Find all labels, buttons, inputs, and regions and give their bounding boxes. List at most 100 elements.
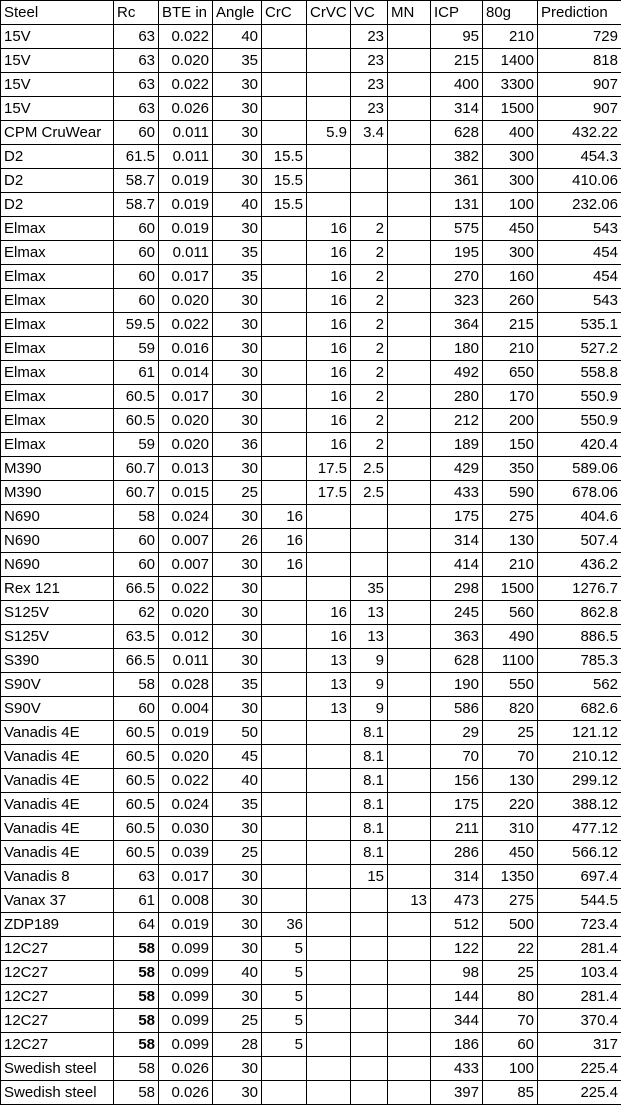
cell-steel[interactable]: Swedish steel bbox=[0, 1080, 114, 1105]
cell-angle[interactable]: 35 bbox=[212, 240, 262, 265]
cell-icp[interactable]: 215 bbox=[430, 48, 483, 73]
cell-vc[interactable] bbox=[350, 1080, 388, 1105]
cell-rc[interactable]: 61 bbox=[113, 360, 159, 385]
cell-bte-in[interactable]: 0.026 bbox=[158, 96, 213, 121]
cell-angle[interactable]: 35 bbox=[212, 264, 262, 289]
cell-angle[interactable]: 36 bbox=[212, 432, 262, 457]
cell-vc[interactable]: 2 bbox=[350, 312, 388, 337]
cell-prediction[interactable]: 907 bbox=[537, 72, 621, 97]
cell-prediction[interactable]: 527.2 bbox=[537, 336, 621, 361]
cell-crvc[interactable] bbox=[306, 528, 351, 553]
cell-icp[interactable]: 628 bbox=[430, 120, 483, 145]
cell-prediction[interactable]: 410.06 bbox=[537, 168, 621, 193]
cell-rc[interactable]: 59 bbox=[113, 336, 159, 361]
cell-crc[interactable] bbox=[261, 624, 307, 649]
cell-bte-in[interactable]: 0.019 bbox=[158, 216, 213, 241]
cell-crvc[interactable]: 13 bbox=[306, 696, 351, 721]
cell-angle[interactable]: 30 bbox=[212, 648, 262, 673]
cell-crc[interactable] bbox=[261, 96, 307, 121]
cell-icp[interactable]: 492 bbox=[430, 360, 483, 385]
cell-80g[interactable]: 1350 bbox=[482, 864, 538, 889]
cell-bte-in[interactable]: 0.030 bbox=[158, 816, 213, 841]
cell-crvc[interactable]: 16 bbox=[306, 432, 351, 457]
cell-bte-in[interactable]: 0.026 bbox=[158, 1056, 213, 1081]
cell-vc[interactable]: 2 bbox=[350, 264, 388, 289]
cell-steel[interactable]: Elmax bbox=[0, 288, 114, 313]
cell-prediction[interactable]: 432.22 bbox=[537, 120, 621, 145]
cell-prediction[interactable]: 210.12 bbox=[537, 744, 621, 769]
cell-crvc[interactable] bbox=[306, 48, 351, 73]
cell-crc[interactable] bbox=[261, 456, 307, 481]
cell-angle[interactable]: 30 bbox=[212, 96, 262, 121]
cell-steel[interactable]: Vanadis 4E bbox=[0, 744, 114, 769]
cell-80g[interactable]: 500 bbox=[482, 912, 538, 937]
cell-crc[interactable] bbox=[261, 744, 307, 769]
cell-rc[interactable]: 63 bbox=[113, 72, 159, 97]
cell-80g[interactable]: 1500 bbox=[482, 576, 538, 601]
cell-vc[interactable]: 2 bbox=[350, 360, 388, 385]
cell-crvc[interactable] bbox=[306, 984, 351, 1009]
cell-vc[interactable]: 8.1 bbox=[350, 720, 388, 745]
cell-vc[interactable]: 8.1 bbox=[350, 744, 388, 769]
cell-mn[interactable] bbox=[387, 48, 431, 73]
cell-bte-in[interactable]: 0.099 bbox=[158, 1032, 213, 1057]
cell-steel[interactable]: Vanadis 4E bbox=[0, 816, 114, 841]
cell-prediction[interactable]: 281.4 bbox=[537, 936, 621, 961]
cell-icp[interactable]: 131 bbox=[430, 192, 483, 217]
cell-angle[interactable]: 40 bbox=[212, 24, 262, 49]
cell-icp[interactable]: 286 bbox=[430, 840, 483, 865]
cell-rc[interactable]: 63 bbox=[113, 24, 159, 49]
cell-rc[interactable]: 58 bbox=[113, 1056, 159, 1081]
cell-bte-in[interactable]: 0.011 bbox=[158, 240, 213, 265]
cell-steel[interactable]: Elmax bbox=[0, 240, 114, 265]
cell-steel[interactable]: ZDP189 bbox=[0, 912, 114, 937]
cell-icp[interactable]: 195 bbox=[430, 240, 483, 265]
cell-rc[interactable]: 60 bbox=[113, 216, 159, 241]
cell-icp[interactable]: 429 bbox=[430, 456, 483, 481]
cell-angle[interactable]: 40 bbox=[212, 768, 262, 793]
cell-steel[interactable]: Vanadis 4E bbox=[0, 840, 114, 865]
cell-rc[interactable]: 60 bbox=[113, 120, 159, 145]
cell-crvc[interactable] bbox=[306, 960, 351, 985]
cell-80g[interactable]: 130 bbox=[482, 528, 538, 553]
cell-bte-in[interactable]: 0.017 bbox=[158, 384, 213, 409]
cell-80g[interactable]: 590 bbox=[482, 480, 538, 505]
cell-crc[interactable] bbox=[261, 432, 307, 457]
cell-icp[interactable]: 628 bbox=[430, 648, 483, 673]
cell-bte-in[interactable]: 0.017 bbox=[158, 264, 213, 289]
cell-crvc[interactable] bbox=[306, 864, 351, 889]
cell-icp[interactable]: 364 bbox=[430, 312, 483, 337]
cell-bte-in[interactable]: 0.099 bbox=[158, 960, 213, 985]
cell-steel[interactable]: 12C27 bbox=[0, 1008, 114, 1033]
cell-mn[interactable] bbox=[387, 624, 431, 649]
cell-prediction[interactable]: 697.4 bbox=[537, 864, 621, 889]
cell-crvc[interactable] bbox=[306, 24, 351, 49]
cell-bte-in[interactable]: 0.026 bbox=[158, 1080, 213, 1105]
cell-bte-in[interactable]: 0.014 bbox=[158, 360, 213, 385]
cell-vc[interactable]: 3.4 bbox=[350, 120, 388, 145]
cell-crvc[interactable] bbox=[306, 192, 351, 217]
cell-mn[interactable] bbox=[387, 768, 431, 793]
cell-rc[interactable]: 60.5 bbox=[113, 816, 159, 841]
cell-icp[interactable]: 156 bbox=[430, 768, 483, 793]
cell-bte-in[interactable]: 0.020 bbox=[158, 408, 213, 433]
cell-icp[interactable]: 270 bbox=[430, 264, 483, 289]
cell-steel[interactable]: Vanadis 4E bbox=[0, 768, 114, 793]
cell-80g[interactable]: 490 bbox=[482, 624, 538, 649]
cell-80g[interactable]: 450 bbox=[482, 216, 538, 241]
cell-mn[interactable] bbox=[387, 360, 431, 385]
cell-rc[interactable]: 58.7 bbox=[113, 168, 159, 193]
cell-mn[interactable] bbox=[387, 792, 431, 817]
cell-crvc[interactable] bbox=[306, 576, 351, 601]
cell-angle[interactable]: 25 bbox=[212, 480, 262, 505]
cell-steel[interactable]: 15V bbox=[0, 96, 114, 121]
cell-prediction[interactable]: 370.4 bbox=[537, 1008, 621, 1033]
cell-bte-in[interactable]: 0.022 bbox=[158, 312, 213, 337]
cell-80g[interactable]: 3300 bbox=[482, 72, 538, 97]
cell-bte-in[interactable]: 0.019 bbox=[158, 168, 213, 193]
cell-prediction[interactable]: 281.4 bbox=[537, 984, 621, 1009]
cell-steel[interactable]: M390 bbox=[0, 456, 114, 481]
cell-80g[interactable]: 70 bbox=[482, 744, 538, 769]
cell-steel[interactable]: 15V bbox=[0, 48, 114, 73]
cell-icp[interactable]: 175 bbox=[430, 504, 483, 529]
